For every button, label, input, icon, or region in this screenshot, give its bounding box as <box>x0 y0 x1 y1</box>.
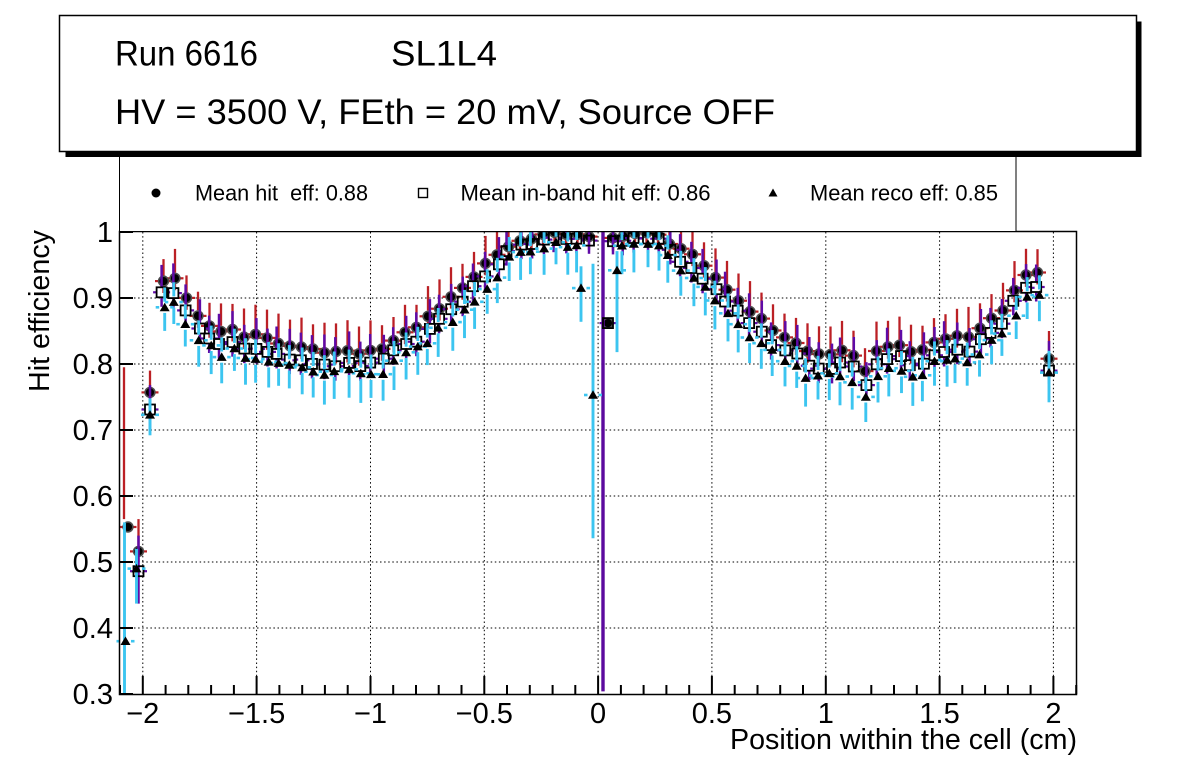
svg-text:0.8: 0.8 <box>73 349 113 381</box>
svg-text:0: 0 <box>590 698 606 730</box>
svg-text:Position within the cell (cm): Position within the cell (cm) <box>730 724 1077 756</box>
svg-text:0.9: 0.9 <box>73 283 113 315</box>
svg-text:2: 2 <box>1045 698 1061 730</box>
svg-text:0.3: 0.3 <box>73 679 113 711</box>
svg-text:0.4: 0.4 <box>73 613 113 645</box>
svg-text:Mean reco eff: 0.85: Mean reco eff: 0.85 <box>810 181 998 206</box>
svg-text:−0.5: −0.5 <box>456 698 513 730</box>
svg-text:SL1L4: SL1L4 <box>391 35 497 74</box>
svg-text:Hit efficiency: Hit efficiency <box>24 230 56 392</box>
svg-text:Run 6616: Run 6616 <box>115 35 258 74</box>
svg-text:−1.5: −1.5 <box>228 698 285 730</box>
svg-text:Mean hit eff: 0.88: Mean hit eff: 0.88 <box>195 181 368 206</box>
svg-text:−2: −2 <box>126 698 159 730</box>
svg-text:0.7: 0.7 <box>73 415 113 447</box>
svg-text:0.5: 0.5 <box>692 698 732 730</box>
svg-text:1: 1 <box>818 698 834 730</box>
svg-text:HV = 3500 V, FEth = 20 mV, Sou: HV = 3500 V, FEth = 20 mV, Source OFF <box>115 93 775 132</box>
svg-text:0.5: 0.5 <box>73 547 113 579</box>
svg-text:1: 1 <box>97 217 113 249</box>
svg-text:0.6: 0.6 <box>73 481 113 513</box>
svg-text:1.5: 1.5 <box>919 698 959 730</box>
svg-text:−1: −1 <box>354 698 387 730</box>
svg-text:Mean in-band hit eff: 0.86: Mean in-band hit eff: 0.86 <box>461 181 711 206</box>
